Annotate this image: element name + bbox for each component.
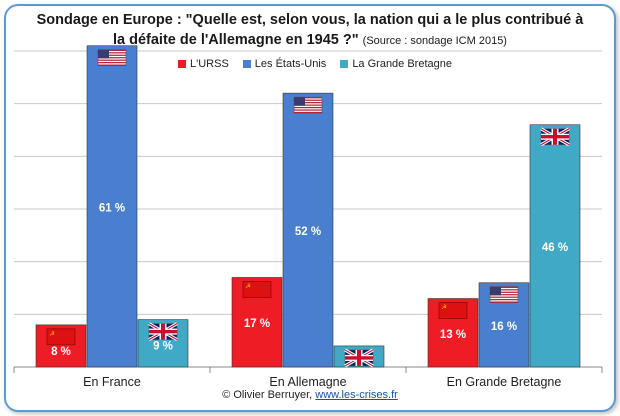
ussr-flag-icon: ☭ (46, 328, 76, 346)
flag-stripe (294, 99, 322, 101)
flag-cross-red (541, 135, 569, 139)
flag-stripe (490, 291, 518, 293)
uk-flag-icon (148, 322, 178, 341)
x-tick-label: En France (83, 375, 141, 389)
flag-canton (98, 49, 109, 59)
uk-flag-icon (540, 127, 570, 147)
flag-stripe (294, 111, 322, 114)
bar (86, 45, 138, 368)
flag-stripe (294, 106, 322, 109)
flag-cross-red (345, 356, 373, 360)
usa-flag-icon (97, 49, 127, 67)
footer-link[interactable]: www.les-crises.fr (315, 389, 398, 401)
title-line-2: la défaite de l'Allemagne en 1945 ?" (So… (0, 30, 620, 51)
title-source: (Source : sondage ICM 2015) (362, 35, 507, 47)
legend-swatch-uk (340, 60, 349, 68)
flag-stripe (98, 62, 126, 64)
flag-stripe (98, 57, 126, 59)
flag-field (438, 302, 468, 319)
flag-stripe (294, 104, 322, 106)
flag-stripe (98, 64, 126, 66)
flag-emblem: ☭ (50, 330, 55, 337)
legend-item-urss: L'URSS (178, 58, 229, 70)
flag-emblem: ☭ (442, 304, 447, 311)
usa-flag-icon (293, 96, 323, 114)
title-line-2-text: la défaite de l'Allemagne en 1945 ?" (113, 32, 359, 48)
flag-stripe (98, 54, 126, 56)
legend-label-urss: L'URSS (190, 58, 229, 70)
legend-swatch-usa (242, 60, 251, 68)
ussr-flag-icon: ☭ (242, 281, 272, 298)
data-label: 4 % (349, 367, 369, 379)
flag-canton (294, 97, 305, 106)
legend-label-uk: La Grande Bretagne (352, 58, 452, 70)
flag-emblem: ☭ (246, 283, 251, 290)
flag-stripe (98, 52, 126, 54)
legend-item-usa: Les États-Unis (242, 58, 327, 70)
x-tick-label: En Grande Bretagne (447, 375, 562, 389)
footer: © Olivier Berruyer, www.les-crises.fr (0, 389, 620, 401)
legend-item-uk: La Grande Bretagne (340, 58, 452, 70)
data-label: 52 % (295, 226, 321, 238)
flag-cross-red (149, 329, 177, 334)
data-label: 8 % (51, 346, 71, 358)
flag-stripe (490, 299, 518, 301)
flag-stripe (490, 286, 518, 288)
data-label: 13 % (440, 329, 466, 341)
flag-stripe (98, 59, 126, 61)
flag-stripe (490, 289, 518, 291)
chart-title: Sondage en Europe : "Quelle est, selon v… (0, 10, 620, 51)
flag-field (46, 328, 76, 346)
uk-flag-icon (344, 348, 374, 368)
data-label: 17 % (244, 318, 270, 330)
data-label: 9 % (153, 341, 173, 353)
legend-swatch-urss (178, 60, 186, 68)
bar (529, 124, 581, 368)
flag-stripe (490, 301, 518, 303)
legend: L'URSS Les États-Unis La Grande Bretagne (178, 58, 452, 70)
usa-flag-icon (489, 286, 519, 304)
title-line-1: Sondage en Europe : "Quelle est, selon v… (36, 12, 584, 28)
data-label: 16 % (491, 321, 517, 333)
flag-stripe (294, 97, 322, 99)
data-label: 61 % (99, 202, 125, 214)
flag-stripe (294, 109, 322, 111)
flag-stripe (98, 49, 126, 51)
data-label: 46 % (542, 242, 568, 254)
flag-stripe (490, 294, 518, 296)
bar (282, 92, 334, 368)
ussr-flag-icon: ☭ (438, 302, 468, 319)
flag-stripe (490, 296, 518, 298)
flag-canton (490, 286, 501, 296)
legend-label-usa: Les États-Unis (254, 58, 327, 70)
flag-field (242, 281, 272, 298)
flag-stripe (294, 102, 322, 104)
x-tick-label: En Allemagne (269, 375, 346, 389)
footer-credit: © Olivier Berruyer, (222, 389, 313, 401)
